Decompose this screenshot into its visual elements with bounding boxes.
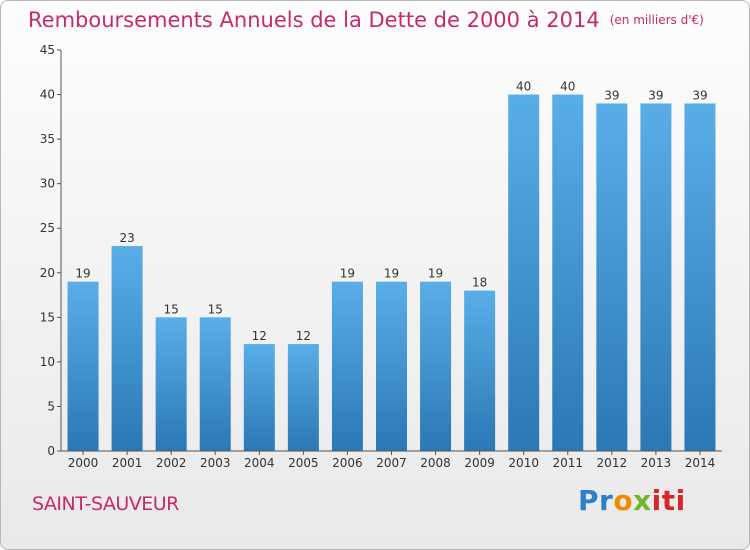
data-label: 39 [604, 88, 619, 102]
y-tick-label: 15 [40, 310, 55, 324]
data-label: 19 [75, 267, 90, 281]
data-label: 23 [119, 231, 134, 245]
y-tick-label: 10 [40, 355, 55, 369]
x-tick-label: 2001 [112, 456, 143, 470]
y-tick-label: 25 [40, 221, 55, 235]
bar-2000 [67, 281, 99, 451]
y-tick-label: 35 [40, 132, 55, 146]
proxiti-logo: Proxiti [578, 484, 686, 517]
data-label: 40 [560, 80, 575, 94]
data-label: 12 [296, 329, 311, 343]
y-tick-label: 0 [47, 444, 55, 458]
chart-title-text: Remboursements Annuels de la Dette de 20… [28, 8, 600, 32]
bar-2013 [640, 103, 672, 451]
x-tick-label: 2000 [68, 456, 99, 470]
bar-2014 [684, 103, 716, 451]
bar-2011 [552, 94, 584, 452]
bar-2005 [287, 344, 319, 451]
bar-2007 [376, 281, 407, 451]
x-tick-label: 2011 [552, 456, 583, 470]
data-label: 19 [428, 267, 443, 281]
data-label: 15 [208, 302, 223, 316]
x-tick-label: 2008 [420, 456, 451, 470]
bar-2003 [199, 317, 231, 451]
city-name: SAINT-SAUVEUR [32, 493, 179, 515]
y-tick-label: 5 [47, 399, 55, 413]
axes-group: 0 5 10 15 20 25 30 35 40 45 2000 2001 2002 2003 2004 20… [40, 43, 722, 470]
bar-2001 [111, 246, 143, 451]
data-label: 19 [340, 267, 355, 281]
x-tick-label: 2005 [288, 456, 319, 470]
bar-2009 [464, 290, 496, 451]
data-label: 18 [472, 276, 487, 290]
x-tick-label: 2006 [332, 456, 363, 470]
data-label: 12 [252, 329, 267, 343]
data-label: 19 [384, 267, 399, 281]
chart-unit: (en milliers d'€) [609, 13, 704, 27]
x-tick-label: 2002 [156, 456, 187, 470]
x-tick-label: 2009 [464, 456, 495, 470]
x-tick-label: 2004 [244, 456, 275, 470]
x-tick-label: 2014 [685, 456, 716, 470]
bar-2010 [508, 94, 540, 452]
y-tick-label: 20 [40, 266, 55, 280]
x-tick-label: 2010 [508, 456, 539, 470]
data-label: 39 [648, 88, 663, 102]
data-label: 40 [516, 80, 531, 94]
data-label: 39 [692, 88, 707, 102]
bar-2004 [243, 344, 275, 451]
y-tick-label: 45 [40, 43, 55, 57]
y-tick-label: 40 [40, 88, 55, 102]
bar-2008 [420, 281, 452, 451]
x-tick-label: 2003 [200, 456, 231, 470]
y-tick-label: 30 [40, 177, 55, 191]
x-tick-label: 2013 [641, 456, 672, 470]
x-tick-label: 2012 [597, 456, 628, 470]
x-tick-label: 2007 [376, 456, 407, 470]
bars-group: 19 23 15 15 12 12 19 19 19 18 40 40 39 39 39 [67, 80, 716, 452]
bar-2012 [596, 103, 628, 451]
bar-2002 [155, 317, 187, 451]
chart-title: Remboursements Annuels de la Dette de 20… [28, 8, 704, 32]
data-label: 15 [164, 302, 179, 316]
bar-2006 [331, 281, 363, 451]
